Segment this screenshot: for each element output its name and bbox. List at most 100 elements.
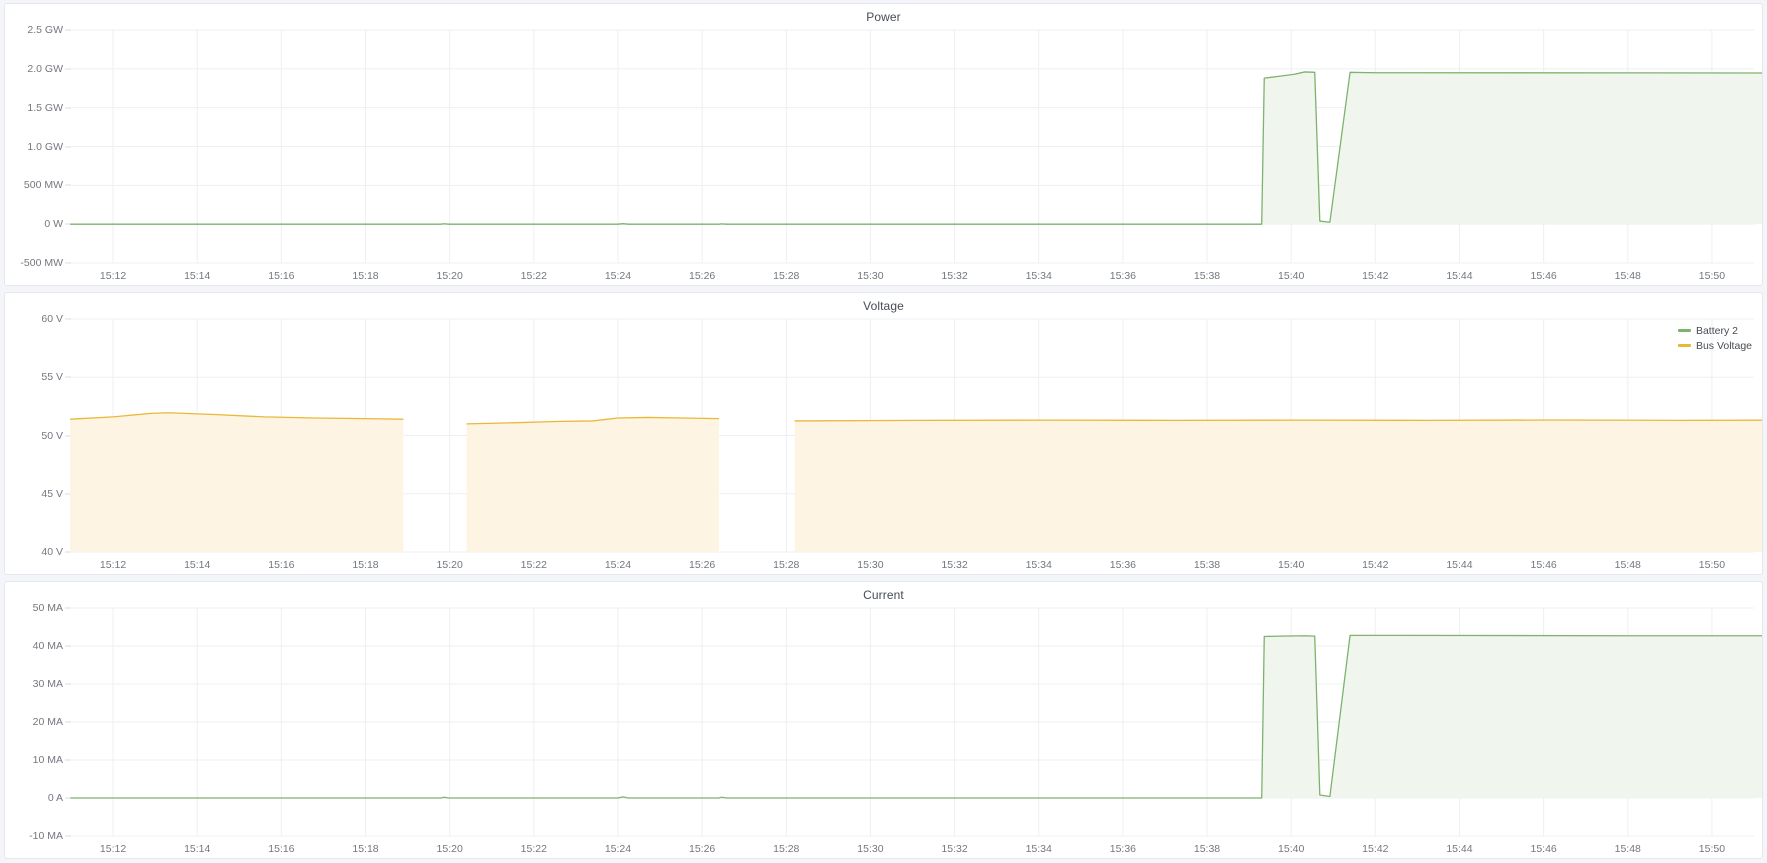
x-tick-label: 15:38 [1193, 843, 1221, 855]
x-tick-label: 15:24 [604, 843, 632, 855]
series-layer [70, 71, 1762, 225]
y-axis: 40 V 45 V 50 V 55 V 60 V [5, 313, 71, 574]
plot-area[interactable]: -500 MW 0 W 500 MW 1.0 GW 1.5 GW 2.0 GW 2.5 GW… [5, 24, 1762, 285]
y-tick-mark [65, 493, 71, 495]
x-tick-label: 15:38 [1193, 270, 1221, 282]
panel-title: Voltage [863, 299, 904, 313]
series-layer [70, 412, 1762, 552]
x-tick-label: 15:16 [268, 270, 295, 282]
x-tick-label: 15:22 [520, 559, 547, 571]
x-tick-label: 15:32 [941, 270, 968, 282]
x-tick-label: 15:26 [688, 559, 716, 571]
x-tick-label: 15:16 [268, 559, 295, 571]
x-tick-label: 15:12 [99, 843, 127, 855]
plot-area[interactable]: 40 V 45 V 50 V 55 V 60 V 15:12 15:14 15:16 15:18… [5, 313, 1762, 574]
y-axis: -500 MW 0 W 500 MW 1.0 GW 1.5 GW 2.0 GW 2.5 GW [5, 24, 71, 285]
y-tick-mark [65, 551, 71, 553]
y-tick-mark [65, 318, 71, 320]
legend: Battery 2 Bus Voltage [1677, 323, 1752, 353]
legend-item[interactable]: Battery 2 [1677, 323, 1752, 338]
x-tick-label: 15:36 [1109, 270, 1137, 282]
x-tick-label: 15:32 [941, 559, 968, 571]
x-tick-label: 15:32 [941, 843, 968, 855]
x-tick-label: 15:30 [857, 270, 884, 282]
y-tick-label: 0 A [47, 792, 63, 804]
x-tick-label: 15:14 [184, 843, 211, 855]
x-tick-label: 15:18 [352, 843, 379, 855]
y-tick-mark [65, 29, 71, 31]
y-tick-mark [65, 645, 71, 647]
x-tick-label: 15:22 [520, 843, 547, 855]
panel-title: Power [866, 10, 901, 24]
y-tick-label: 55 V [41, 371, 63, 384]
legend-color-swatch [1677, 344, 1691, 347]
x-tick-label: 15:40 [1278, 559, 1305, 571]
x-tick-label: 15:24 [604, 270, 632, 282]
x-axis: 15:12 15:14 15:16 15:18 15:20 15:22 15:24 15:26… [5, 554, 1762, 574]
x-axis: 15:12 15:14 15:16 15:18 15:20 15:22 15:24 15:26… [5, 265, 1762, 285]
x-tick-label: 15:46 [1530, 559, 1557, 571]
x-tick-label: 15:30 [857, 843, 884, 855]
y-tick-mark [65, 146, 71, 147]
x-tick-label: 15:50 [1698, 270, 1726, 282]
x-tick-label: 15:44 [1446, 559, 1473, 571]
y-tick-label: 40 V [41, 546, 63, 558]
y-tick-mark [65, 376, 71, 378]
y-tick-mark [65, 223, 71, 225]
y-tick-mark [65, 607, 71, 609]
x-tick-label: 15:28 [773, 559, 800, 571]
x-tick-label: 15:40 [1278, 270, 1305, 282]
panel-current[interactable]: Current -10 MA 0 A 10 MA 20 MA 30 MA 40 MA 50 M… [4, 581, 1763, 859]
y-tick-label: 60 V [41, 313, 63, 325]
y-tick-label: 40 MA [32, 640, 63, 652]
x-tick-label: 15:18 [352, 559, 379, 571]
x-tick-label: 15:20 [436, 843, 463, 855]
x-tick-label: 15:48 [1614, 843, 1641, 855]
x-tick-label: 15:50 [1698, 843, 1726, 855]
panel-voltage[interactable]: Voltage 40 V 45 V 50 V 55 V 60 V 15:12 15:14 15:… [4, 292, 1763, 575]
x-tick-label: 15:40 [1278, 843, 1305, 855]
x-tick-label: 15:28 [773, 843, 800, 855]
x-tick-label: 15:44 [1446, 270, 1473, 282]
y-tick-label: 500 MW [23, 179, 63, 192]
y-tick-label: 50 MA [32, 602, 63, 614]
y-tick-mark [65, 721, 71, 723]
x-tick-label: 15:48 [1614, 559, 1641, 571]
legend-item[interactable]: Bus Voltage [1677, 338, 1752, 353]
y-tick-mark [65, 759, 71, 761]
x-tick-label: 15:26 [688, 843, 716, 855]
y-tick-label: 2.5 GW [27, 24, 63, 36]
x-tick-label: 15:44 [1446, 843, 1473, 855]
y-tick-label: 10 MA [32, 754, 63, 766]
y-tick-mark [65, 797, 71, 799]
x-tick-label: 15:42 [1362, 559, 1389, 571]
x-axis: 15:12 15:14 15:16 15:18 15:20 15:22 15:24 15:26… [5, 838, 1762, 858]
y-tick-mark [65, 262, 71, 264]
y-tick-label: -10 MA [29, 830, 63, 842]
x-tick-label: 15:42 [1362, 843, 1389, 855]
y-tick-mark [65, 435, 71, 436]
y-tick-label: 1.5 GW [27, 101, 63, 114]
x-tick-label: 15:18 [352, 270, 379, 282]
x-tick-label: 15:36 [1109, 559, 1137, 571]
y-tick-label: 45 V [41, 487, 63, 500]
y-tick-label: 0 W [44, 218, 63, 231]
y-tick-label: -500 MW [20, 257, 63, 269]
y-tick-mark [65, 68, 71, 70]
y-tick-mark [65, 835, 71, 837]
x-tick-label: 15:48 [1614, 270, 1641, 282]
y-tick-mark [65, 107, 71, 109]
x-tick-label: 15:46 [1530, 270, 1557, 282]
y-tick-label: 2.0 GW [27, 62, 63, 75]
plot-area[interactable]: -10 MA 0 A 10 MA 20 MA 30 MA 40 MA 50 MA 15:12 1… [5, 602, 1762, 858]
x-tick-label: 15:38 [1193, 559, 1221, 571]
x-tick-label: 15:28 [773, 270, 800, 282]
x-tick-label: 15:14 [184, 559, 211, 571]
x-tick-label: 15:26 [688, 270, 716, 282]
x-tick-label: 15:36 [1109, 843, 1137, 855]
panel-power[interactable]: Power -500 MW 0 W 500 MW 1.0 GW 1.5 GW 2.0 GW 2… [4, 3, 1763, 286]
y-axis: -10 MA 0 A 10 MA 20 MA 30 MA 40 MA 50 MA [5, 602, 71, 858]
panel-title: Current [863, 588, 904, 602]
x-tick-label: 15:34 [1025, 270, 1052, 282]
y-tick-label: 1.0 GW [27, 140, 63, 153]
